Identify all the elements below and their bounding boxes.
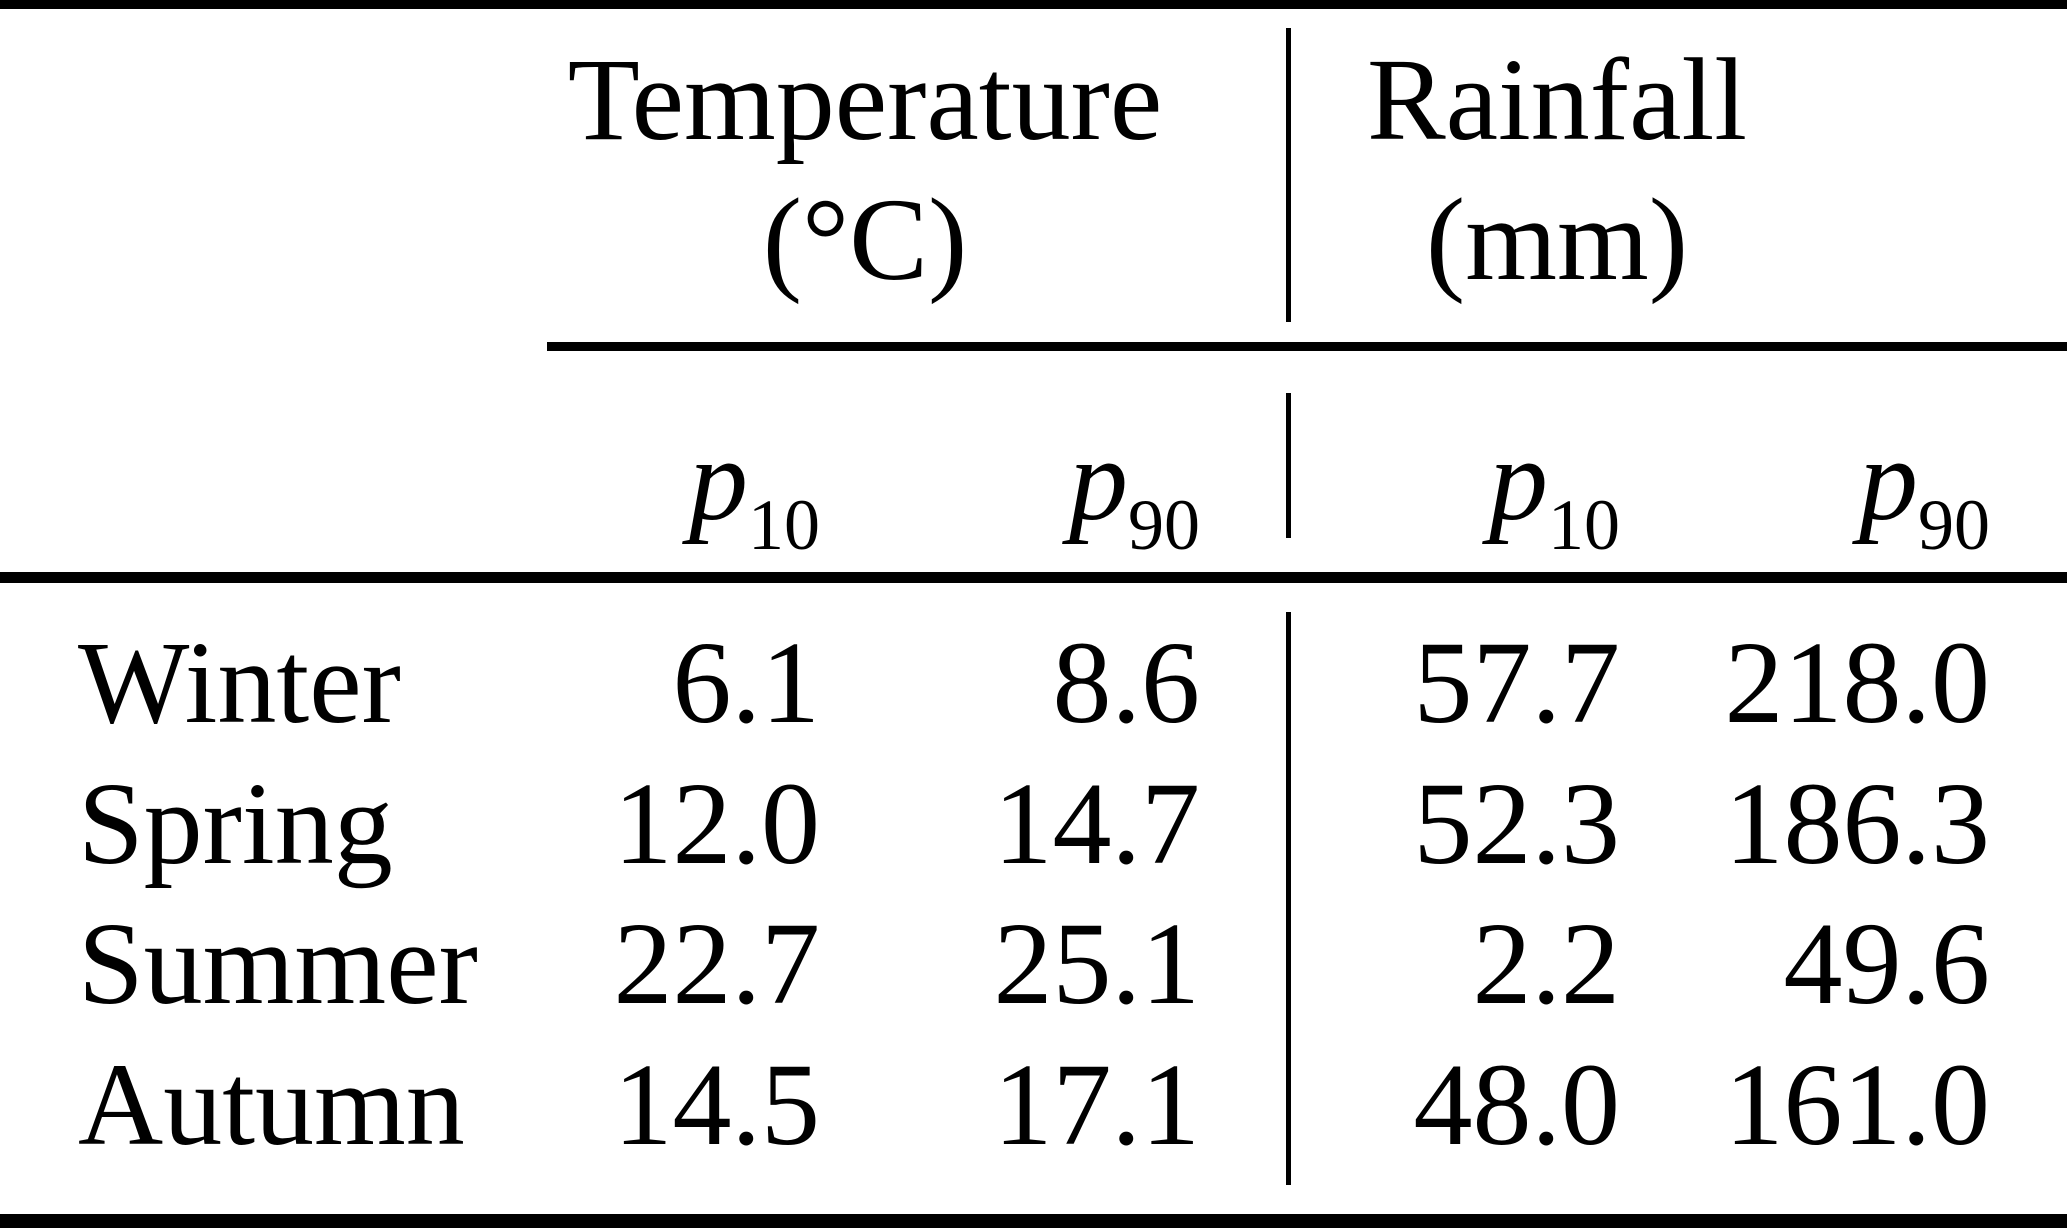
spring-temp-p90-value: 14.7 [993, 758, 1201, 889]
autumn-rain-p10-value: 48.0 [1413, 1039, 1621, 1170]
top-rule [0, 0, 2067, 9]
row-label-spring: Spring [78, 758, 393, 889]
summer-temp-p10-value: 22.7 [613, 898, 821, 1029]
row-label-autumn: Autumn [78, 1039, 465, 1170]
temp-p90-column-header: p90 [1069, 421, 1200, 562]
autumn-temp-p90-value: 17.1 [993, 1039, 1201, 1170]
column-divider-subheader-segment [1286, 393, 1291, 538]
row-label-summer: Summer [78, 898, 478, 1029]
group-header-underline-rule [547, 342, 2067, 351]
temp-p10-column-header: p10 [689, 421, 820, 562]
percentile-subscript: 90 [1128, 485, 1200, 565]
spring-rain-p90-value: 186.3 [1724, 758, 1991, 889]
temperature-group-header: Temperature [567, 34, 1163, 165]
row-label-winter: Winter [78, 617, 401, 748]
winter-temp-p10-value: 6.1 [672, 617, 821, 748]
summer-rain-p10-value: 2.2 [1472, 898, 1621, 1029]
rain-p90-column-header: p90 [1859, 421, 1990, 562]
percentile-subscript: 90 [1918, 485, 1990, 565]
winter-rain-p90-value: 218.0 [1724, 617, 1991, 748]
winter-temp-p90-value: 8.6 [1052, 617, 1201, 748]
autumn-temp-p10-value: 14.5 [613, 1039, 821, 1170]
p-symbol: p [1859, 414, 1918, 545]
spring-temp-p10-value: 12.0 [613, 758, 821, 889]
winter-rain-p10-value: 57.7 [1413, 617, 1621, 748]
temperature-group-unit: (°C) [762, 174, 968, 305]
autumn-rain-p90-value: 161.0 [1724, 1039, 1991, 1170]
summer-rain-p90-value: 49.6 [1783, 898, 1991, 1029]
header-body-separator-rule [0, 572, 2067, 583]
summer-temp-p90-value: 25.1 [993, 898, 1201, 1029]
p-symbol: p [689, 414, 748, 545]
p-symbol: p [1489, 414, 1548, 545]
percentile-subscript: 10 [748, 485, 820, 565]
percentile-subscript: 10 [1548, 485, 1620, 565]
rainfall-group-unit: (mm) [1425, 174, 1689, 305]
rain-p10-column-header: p10 [1489, 421, 1620, 562]
spring-rain-p10-value: 52.3 [1413, 758, 1621, 889]
column-divider-body-segment [1286, 612, 1291, 1185]
p-symbol: p [1069, 414, 1128, 545]
rainfall-group-header: Rainfall [1366, 34, 1748, 165]
bottom-rule [0, 1214, 2067, 1228]
column-divider-header-segment [1286, 28, 1291, 322]
